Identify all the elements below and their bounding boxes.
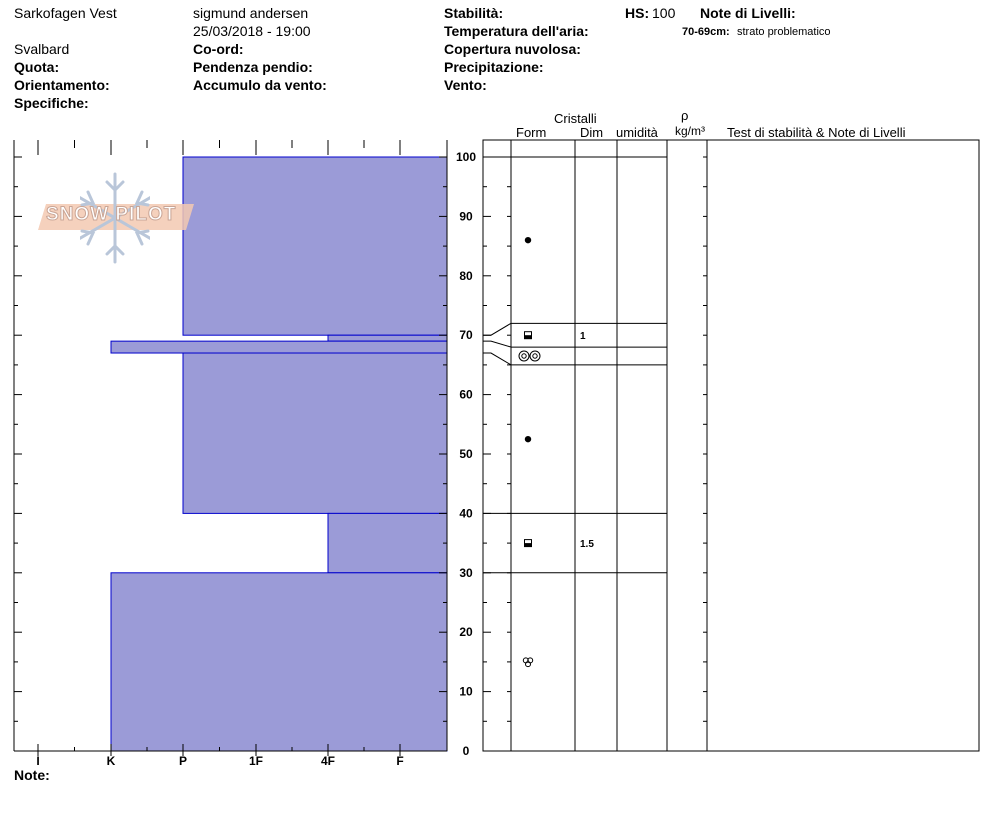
hs-value: 100 [652, 5, 676, 21]
hardness-layer-3 [182, 352, 448, 514]
rounded-grain-dot [524, 236, 532, 244]
grain-marks: 11.5 [518, 236, 594, 668]
hoar-inner-ring [532, 353, 538, 359]
hardness-label-1F: 1F [249, 754, 263, 768]
copertura-label: Copertura nuvolosa: [444, 41, 581, 57]
vento-label: Vento: [444, 77, 487, 93]
grain-symbol-rounded-grains [524, 435, 532, 443]
layer-note-range: 70-69cm: [682, 26, 730, 38]
specifiche-label: Specifiche: [14, 95, 89, 111]
hoar-outer-ring [529, 350, 541, 362]
pendenza-label: Pendenza pendio: [193, 59, 313, 75]
height-label-70: 70 [459, 328, 473, 342]
grain-symbol-surface-hoar [518, 350, 541, 362]
hardness-label-P: P [179, 754, 187, 768]
height-label-80: 80 [459, 269, 473, 283]
height-label-0: 0 [463, 744, 470, 758]
height-label-90: 90 [459, 209, 473, 223]
col-umidita: umidità [616, 125, 658, 140]
hardness-label-4F: 4F [321, 754, 335, 768]
grain-symbol-faceted-rounded [524, 331, 532, 340]
grain-symbol-rounded-grains [524, 236, 532, 244]
hardness-label-F: F [396, 754, 403, 768]
region-name: Svalbard [14, 41, 70, 57]
hardness-layer-2 [110, 340, 448, 354]
stabilita-label: Stabilità: [444, 5, 504, 21]
grain-grid [482, 139, 980, 752]
note-livelli-label: Note di Livelli: [700, 5, 796, 21]
orientamento-label: Orientamento: [14, 77, 110, 93]
watermark-text: SNOW PILOT [45, 204, 177, 225]
grain-dim-label: 1.5 [580, 539, 594, 550]
boundary-connector [483, 340, 512, 348]
layer-note-text: strato problematico [737, 26, 831, 38]
height-label-30: 30 [459, 566, 473, 580]
boundary-connector [483, 352, 512, 366]
quota-label: Quota: [14, 59, 60, 75]
hardness-label-I: I [36, 754, 39, 768]
hoar-inner-ring [521, 353, 527, 359]
col-tests: Test di stabilità & Note di Livelli [727, 125, 906, 140]
height-label-50: 50 [459, 447, 473, 461]
grain-symbol-melt-freeze [522, 657, 534, 668]
hs-label: HS: [625, 5, 650, 21]
temperatura-label: Temperatura dell'aria: [444, 23, 589, 39]
note-label: Note: [14, 767, 50, 783]
col-form: Form [516, 125, 547, 140]
hardness-layer-1 [327, 334, 448, 342]
facet-fill [524, 543, 532, 547]
rounded-grain-dot [524, 435, 532, 443]
hardness-layer-0 [182, 156, 448, 336]
facet-fill [524, 335, 532, 339]
col-cristalli: Cristalli [554, 111, 597, 126]
snowflake-icon [80, 172, 150, 264]
height-label-60: 60 [459, 388, 473, 402]
height-label-10: 10 [459, 685, 473, 699]
grain-dim-label: 1 [580, 331, 586, 342]
boundary-connector [483, 322, 512, 336]
hardness-layer-5 [110, 572, 448, 752]
precipitazione-label: Precipitazione: [444, 59, 544, 75]
col-dim: Dim [580, 125, 604, 140]
height-label-40: 40 [459, 506, 473, 520]
col-rho: ρ [681, 108, 689, 123]
chart-frame: I K P 1F 4F F [13, 140, 448, 768]
grain-table-frame [482, 139, 980, 752]
grain-symbol-faceted-rounded [524, 539, 532, 548]
height-label-100: 100 [456, 150, 476, 164]
hardness-layers [110, 156, 448, 752]
hardness-layer-4 [327, 512, 448, 574]
height-label-20: 20 [459, 625, 473, 639]
observation-datetime: 25/03/2018 - 19:00 [193, 23, 311, 39]
coord-label: Co-ord: [193, 41, 244, 57]
melt-ring [525, 661, 531, 668]
accumulo-label: Accumulo da vento: [193, 77, 327, 93]
hoar-outer-ring [518, 350, 530, 362]
location-name: Sarkofagen Vest [14, 5, 117, 21]
axis-ticks: 0 10 20 30 40 50 60 70 80 90 100 [14, 150, 707, 758]
hardness-label-K: K [107, 754, 116, 768]
col-density-unit: kg/m³ [675, 124, 705, 138]
observer-name: sigmund andersen [193, 5, 309, 21]
